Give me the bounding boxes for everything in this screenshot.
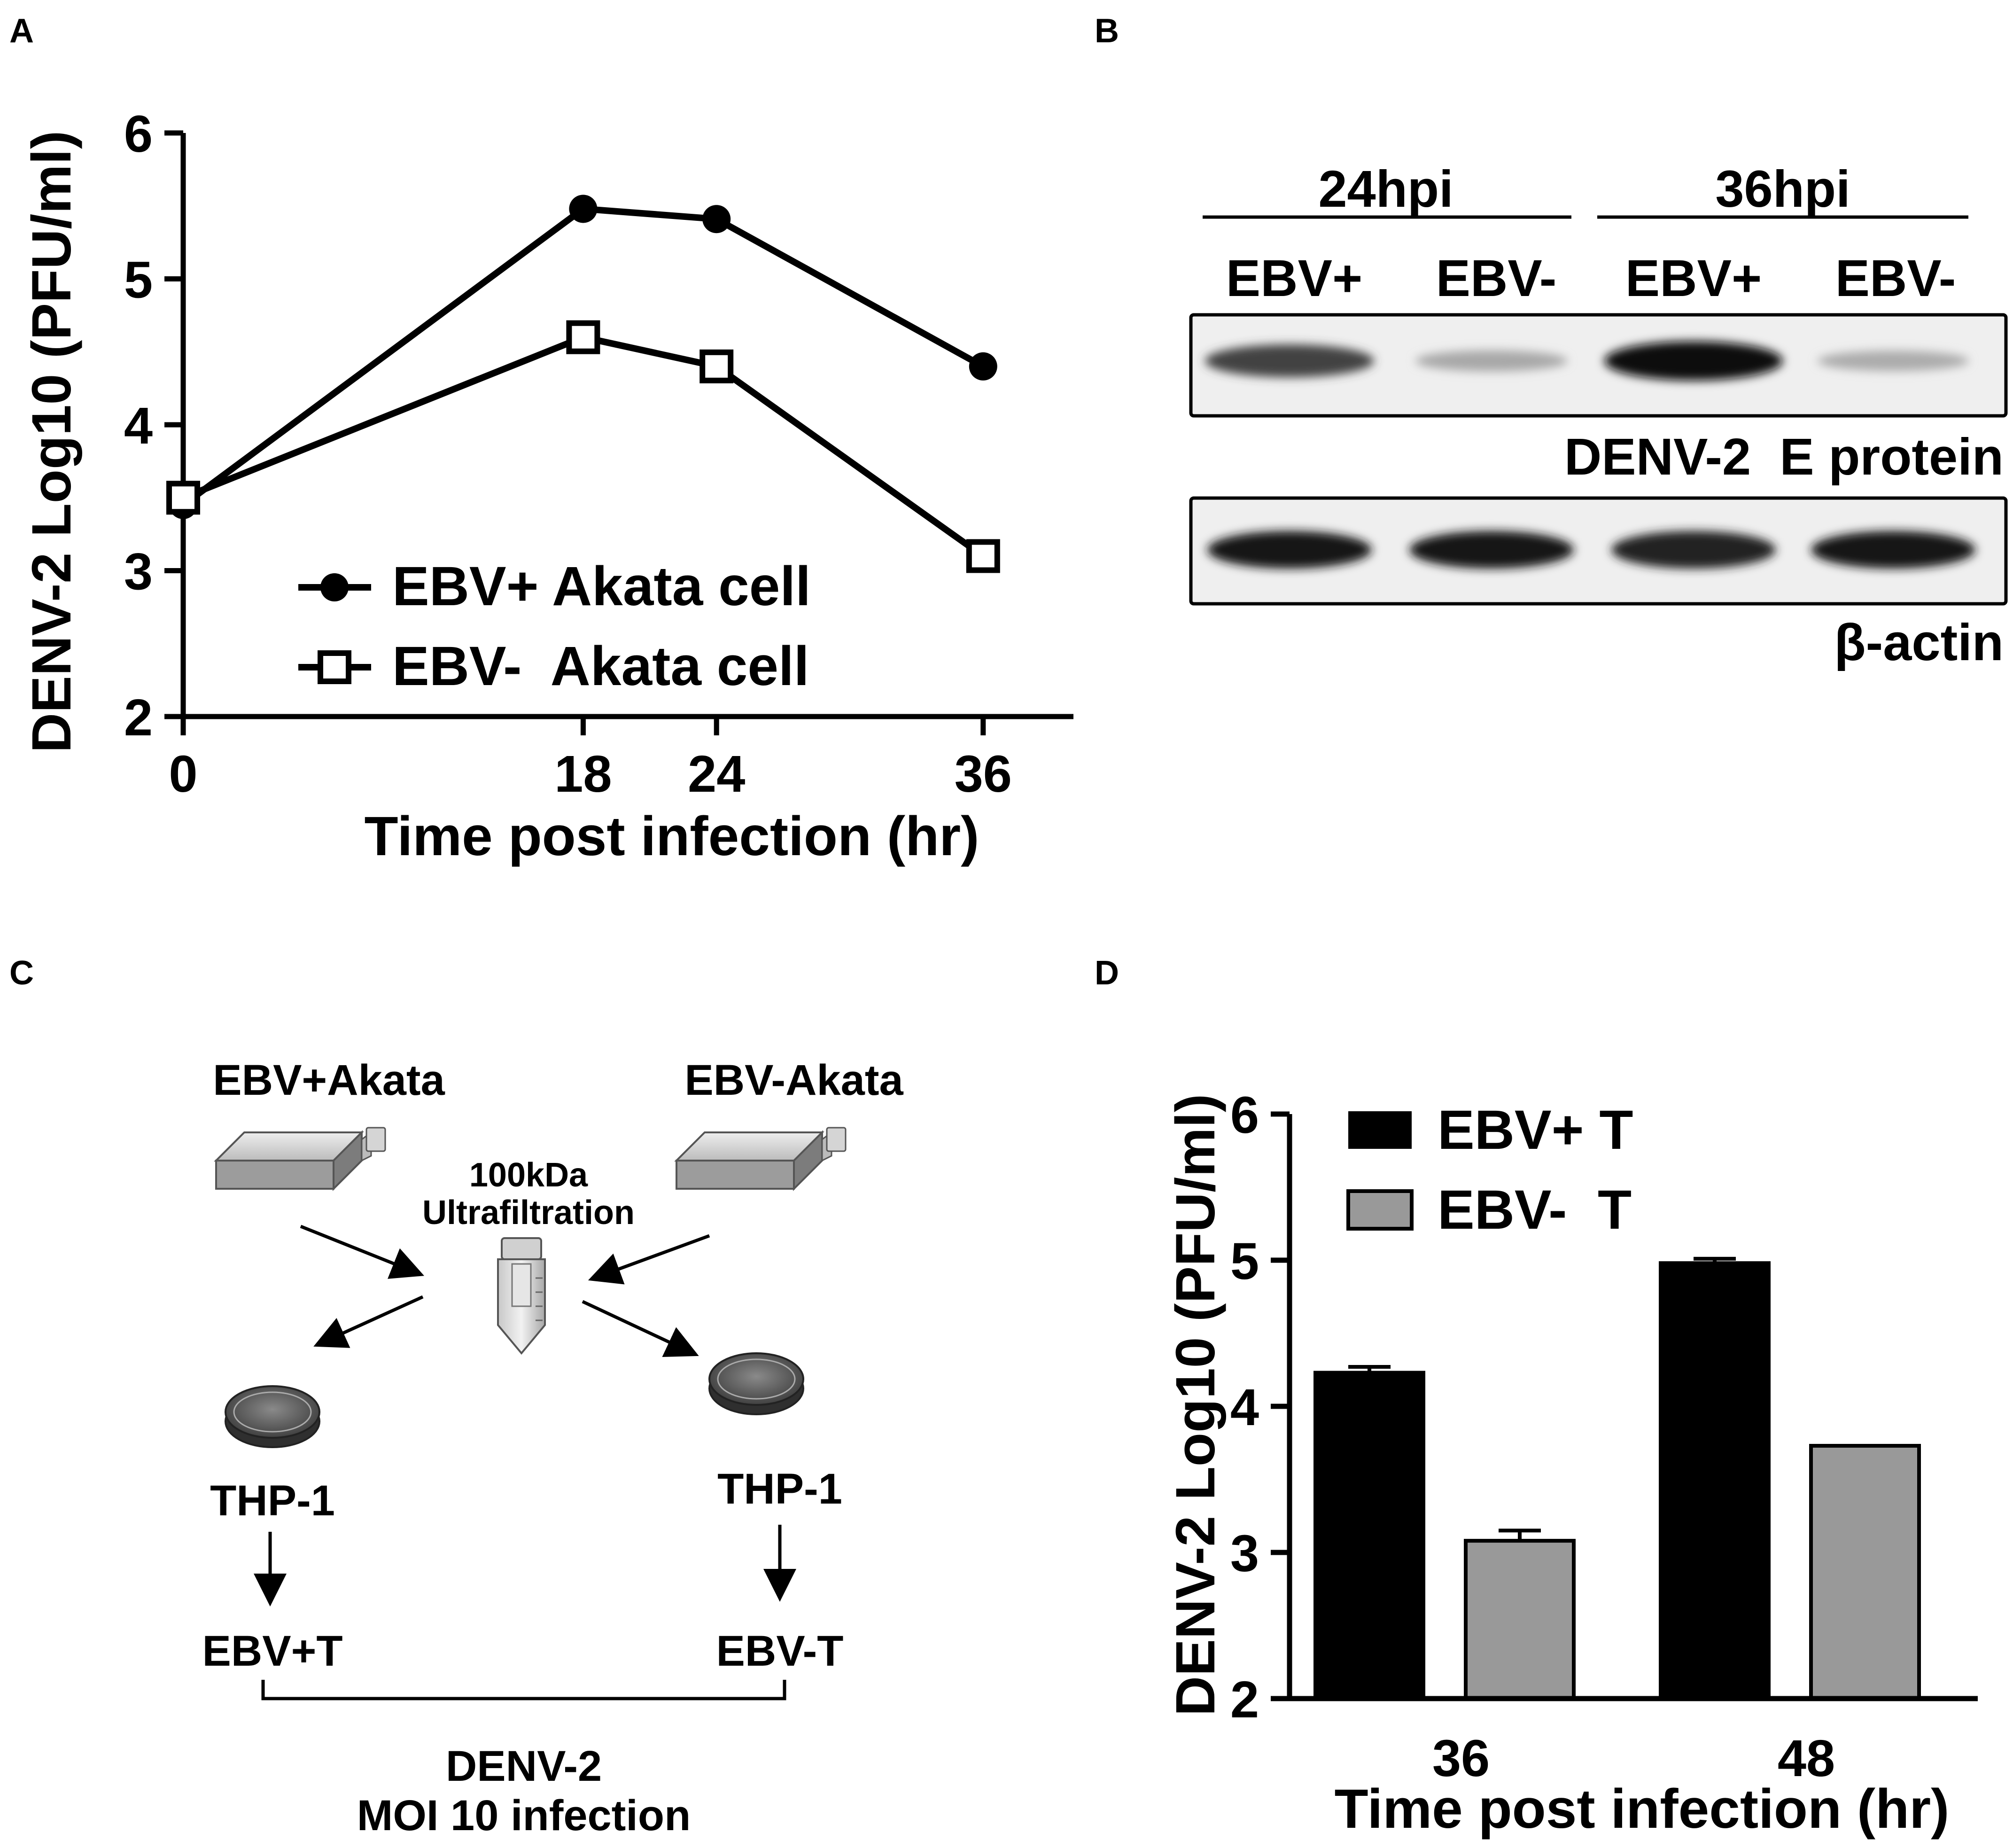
right-flask-label: EBV-Akata [684,1056,903,1104]
legend-label-ebv-plus-t: EBV+ T [1438,1099,1633,1161]
y-tick-label-d: 5 [1230,1232,1259,1290]
bands-actin [1207,531,1975,569]
band-actin [1811,531,1975,569]
ultrafiltration-tube-icon [497,1237,546,1355]
panel-label-b: B [1095,12,1119,50]
arrow-left-flask-to-tube [300,1224,424,1279]
band-e-protein [1205,344,1374,377]
lane-label-1: EBV+ [1226,250,1362,307]
line-chart-a: 2 3 4 5 6 0 18 24 36 Time post infection (hr) D… [21,105,1073,867]
group-label-24hpi: 24hpi [1318,160,1453,218]
y-tick-label-d: 4 [1230,1379,1259,1436]
arrow-tube-to-left-dish [313,1295,424,1348]
data-point-ebv-plus [569,195,598,223]
data-point-ebv-plus [969,352,997,381]
right-flask-icon [674,1127,847,1191]
x-ticks-a: 0 18 24 36 [169,717,1012,803]
legend-label-ebv-minus-t: EBV- T [1438,1179,1632,1241]
y-ticks-d: 2 3 4 5 6 [1230,1086,1290,1729]
bands-e-protein [1205,341,1969,381]
right-result-label: EBV-T [716,1627,844,1675]
arrow-tube-to-right-dish [582,1300,699,1357]
y-axis-label-a: DENV-2 Log10 (PFU/ml) [21,131,83,753]
series-a [166,195,1000,573]
filter-label-line1: 100kDa [469,1156,588,1194]
x-tick-label-a: 36 [955,745,1012,803]
lane-label-2: EBV- [1436,250,1557,307]
infection-label-line2: MOI 10 infection [357,1792,691,1840]
blot-box-e-protein [1189,313,2008,418]
panel-label-a: A [9,12,34,50]
y-tick-label-a: 3 [124,543,153,601]
band-actin [1611,531,1776,569]
left-flask-label: EBV+Akata [213,1056,445,1104]
y-axis-label-d: DENV-2 Log10 (PFU/ml) [1165,1094,1227,1716]
lane-label-4: EBV- [1835,250,1956,307]
y-ticks-a: 2 3 4 5 6 [124,105,183,747]
x-axis-label-a: Time post infection (hr) [365,805,979,867]
series-line-ebv-plus [181,205,985,508]
infection-bracket [261,1680,786,1700]
bar-ebv-minus-t [1464,1539,1576,1701]
panel-label-d: D [1095,954,1119,992]
western-blot: 24hpi 36hpi EBV+ EBV- EBV+ EBV- DENV-2 E… [1189,160,2008,671]
legend-marker-ebv-minus [318,650,351,684]
series-line-ebv-minus [182,334,985,559]
bar-chart-d: 2 3 4 5 6 36 48 Time post infection (hr) DENV… [1165,1086,1978,1840]
x-axis-label-d: Time post infection (hr) [1335,1778,1950,1840]
x-ticks-d: 36 48 [1432,1730,1835,1787]
axes-a [180,133,1073,719]
panel-label-c: C [9,954,34,992]
data-point-ebv-minus [699,349,734,383]
right-cell-label: THP-1 [717,1465,842,1513]
x-tick-label-a: 0 [169,745,197,803]
band-e-protein [1415,350,1568,372]
legend-swatch-ebv-minus-t [1346,1189,1414,1231]
data-point-ebv-minus [166,481,200,515]
filter-label-line2: Ultrafiltration [422,1194,635,1232]
left-dish-icon [225,1385,320,1448]
band-actin [1409,531,1574,569]
x-tick-label-d: 36 [1432,1730,1490,1787]
workflow-diagram: EBV+Akata EBV-Akata 100kDa Ultrafiltrati… [202,1056,903,1840]
group-label-36hpi: 36hpi [1715,160,1850,218]
y-tick-label-d: 2 [1230,1671,1259,1729]
x-tick-label-a: 18 [554,745,612,803]
arrow-right-flask-to-tube [588,1234,710,1285]
legend-label-ebv-minus: EBV- Akata cell [392,635,809,697]
lane-label-3: EBV+ [1625,250,1762,307]
band-e-protein [1604,341,1783,381]
band-e-protein [1817,351,1969,371]
infection-label-line1: DENV-2 [446,1742,602,1790]
y-tick-label-a: 6 [124,105,153,163]
bar-ebv-plus-t [1314,1371,1425,1700]
left-cell-label: THP-1 [210,1477,335,1525]
x-tick-label-d: 48 [1778,1730,1835,1787]
band-label-e-protein: DENV-2 E protein [1564,428,2004,486]
legend-d: EBV+ T EBV- T [1346,1099,1633,1241]
band-label-actin: β-actin [1834,614,2004,671]
legend-label-ebv-plus: EBV+ Akata cell [392,555,811,617]
bar-ebv-minus-t [1809,1443,1921,1700]
bars-d [1314,1256,1921,1701]
data-point-ebv-minus [966,539,1000,573]
y-tick-label-a: 2 [124,689,153,747]
y-tick-label-a: 5 [124,251,153,309]
data-point-ebv-plus [702,205,731,234]
band-actin [1207,531,1372,569]
legend-swatch-ebv-plus-t [1348,1111,1412,1149]
x-tick-label-a: 24 [688,745,745,803]
legend-a: EBV+ Akata cell EBV- Akata cell [298,555,811,697]
y-tick-label-a: 4 [124,397,153,455]
bar-ebv-plus-t [1659,1261,1771,1700]
legend-marker-ebv-plus [320,573,349,601]
y-tick-label-d: 6 [1230,1086,1259,1144]
y-tick-label-d: 3 [1230,1525,1259,1583]
left-flask-icon [214,1127,386,1191]
left-result-label: EBV+T [202,1627,342,1675]
data-point-ebv-minus [566,320,600,354]
right-dish-icon [708,1352,804,1415]
blot-box-actin [1189,496,2008,606]
